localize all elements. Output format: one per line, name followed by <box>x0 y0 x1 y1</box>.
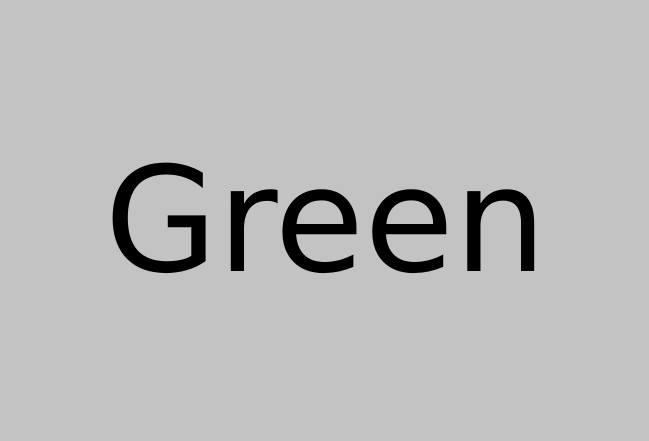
word-text: Green <box>104 135 547 306</box>
slide-canvas: Green <box>104 135 547 306</box>
